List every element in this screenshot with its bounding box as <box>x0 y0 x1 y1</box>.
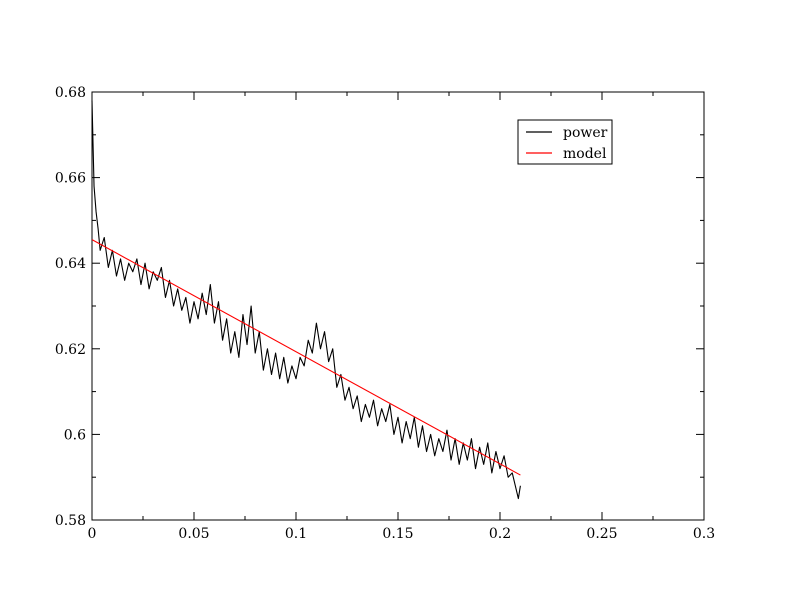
legend-label-power: power <box>563 125 608 141</box>
series-line-model <box>91 239 521 476</box>
x-tick-label: 0 <box>88 526 97 542</box>
x-tick-label: 0.25 <box>586 526 617 542</box>
legend-box <box>517 119 613 165</box>
x-tick-label: 0.05 <box>178 526 209 542</box>
series-line-power <box>91 100 521 500</box>
x-tick-label: 0.2 <box>489 526 511 542</box>
y-tick-label: 0.68 <box>55 85 86 101</box>
y-tick-label: 0.62 <box>55 342 86 358</box>
y-tick-label: 0.58 <box>55 513 86 529</box>
x-tick-label: 0.1 <box>285 526 307 542</box>
series-group <box>91 100 521 500</box>
y-tick-label: 0.66 <box>55 171 86 187</box>
y-tick-label: 0.6 <box>64 427 86 443</box>
x-tick-label: 0.15 <box>382 526 413 542</box>
legend-label-model: model <box>563 146 607 162</box>
y-tick-label: 0.64 <box>55 256 86 272</box>
legend: power model <box>517 119 613 165</box>
x-tick-label: 0.3 <box>693 526 715 542</box>
ticks: 0 0.05 0.1 0.15 0.2 0.25 0.3 0.58 0.6 0.62 0.64 0.6… <box>55 85 715 542</box>
